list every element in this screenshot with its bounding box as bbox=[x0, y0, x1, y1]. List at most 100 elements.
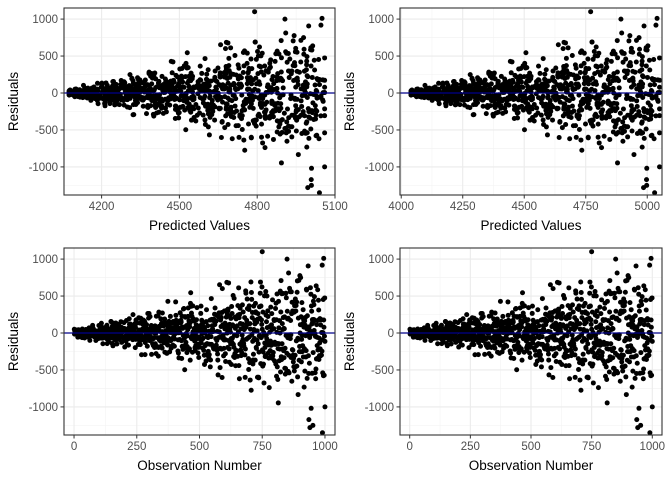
data-point bbox=[587, 290, 593, 296]
data-point bbox=[246, 366, 252, 372]
points-layer bbox=[407, 249, 655, 435]
data-point bbox=[255, 53, 261, 59]
data-point bbox=[492, 310, 498, 316]
data-point bbox=[475, 75, 481, 81]
data-point bbox=[207, 95, 213, 101]
data-point bbox=[634, 130, 640, 136]
data-point bbox=[222, 125, 228, 131]
data-point bbox=[569, 332, 575, 338]
data-point bbox=[589, 249, 595, 255]
data-point bbox=[151, 335, 157, 341]
data-point bbox=[125, 342, 131, 348]
data-point bbox=[651, 77, 657, 83]
data-point bbox=[175, 350, 181, 356]
data-point bbox=[636, 405, 642, 411]
data-point bbox=[248, 135, 254, 141]
data-point bbox=[629, 128, 635, 134]
data-point bbox=[184, 50, 190, 56]
data-point bbox=[630, 68, 636, 74]
data-point bbox=[611, 345, 617, 351]
data-point bbox=[266, 86, 272, 92]
data-point bbox=[163, 109, 169, 115]
data-point bbox=[630, 78, 636, 84]
data-point bbox=[170, 59, 176, 65]
data-point bbox=[273, 51, 279, 57]
data-point bbox=[607, 114, 613, 120]
data-point bbox=[289, 378, 295, 384]
data-point bbox=[471, 102, 477, 108]
data-point bbox=[550, 68, 556, 74]
data-point bbox=[570, 309, 576, 315]
data-point bbox=[645, 100, 651, 106]
data-point bbox=[601, 82, 607, 88]
data-point bbox=[422, 82, 428, 88]
data-point bbox=[277, 95, 283, 101]
data-point bbox=[564, 74, 570, 80]
data-point bbox=[124, 96, 130, 102]
data-point bbox=[256, 44, 262, 50]
data-point bbox=[578, 296, 584, 302]
data-point bbox=[278, 101, 284, 107]
data-point bbox=[555, 70, 561, 76]
data-point bbox=[276, 124, 282, 130]
data-point bbox=[576, 307, 582, 313]
data-point bbox=[236, 363, 242, 369]
data-point bbox=[626, 275, 632, 281]
data-point bbox=[537, 352, 543, 358]
data-point bbox=[591, 48, 597, 54]
data-point bbox=[503, 109, 509, 115]
data-point bbox=[236, 81, 242, 87]
data-point bbox=[536, 83, 542, 89]
data-point bbox=[293, 84, 299, 90]
data-point bbox=[294, 68, 300, 74]
data-point bbox=[622, 289, 628, 295]
data-point bbox=[259, 284, 265, 290]
data-point bbox=[268, 304, 274, 310]
data-point bbox=[627, 33, 633, 39]
data-point bbox=[494, 316, 500, 322]
data-point bbox=[286, 123, 292, 129]
data-point bbox=[577, 70, 583, 76]
data-point bbox=[298, 59, 304, 65]
data-point bbox=[316, 190, 322, 195]
data-point bbox=[203, 358, 209, 364]
data-point bbox=[592, 113, 598, 119]
data-point bbox=[260, 140, 266, 146]
data-point bbox=[533, 112, 539, 118]
data-point bbox=[564, 333, 570, 339]
data-point bbox=[448, 99, 454, 105]
data-point bbox=[565, 107, 571, 113]
data-point bbox=[229, 303, 235, 309]
data-point bbox=[555, 105, 561, 111]
data-point bbox=[614, 69, 620, 75]
data-point bbox=[169, 70, 175, 76]
data-point bbox=[229, 311, 235, 317]
data-point bbox=[493, 110, 499, 116]
data-point bbox=[649, 95, 655, 101]
data-point bbox=[607, 136, 613, 142]
data-point bbox=[542, 76, 548, 82]
data-point bbox=[299, 130, 305, 136]
data-point bbox=[443, 103, 449, 109]
data-point bbox=[617, 289, 623, 295]
data-point bbox=[531, 101, 537, 107]
data-point bbox=[231, 115, 237, 121]
data-point bbox=[543, 67, 549, 73]
data-point bbox=[295, 392, 301, 398]
data-point bbox=[582, 70, 588, 76]
data-point bbox=[502, 79, 508, 85]
data-point bbox=[477, 322, 483, 328]
data-point bbox=[618, 16, 624, 22]
data-point bbox=[308, 177, 314, 183]
data-point bbox=[527, 355, 533, 361]
data-point bbox=[526, 78, 532, 84]
data-point bbox=[643, 297, 649, 303]
y-tick-label: -500 bbox=[371, 125, 394, 137]
y-tick-label: -1000 bbox=[365, 162, 394, 174]
data-point bbox=[564, 89, 570, 95]
data-point bbox=[619, 130, 625, 136]
data-point bbox=[641, 185, 647, 191]
data-point bbox=[165, 342, 171, 348]
data-point bbox=[598, 322, 604, 328]
x-tick-label: 4000 bbox=[388, 201, 414, 213]
